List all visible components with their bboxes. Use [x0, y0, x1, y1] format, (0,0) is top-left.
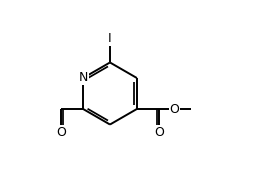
Text: O: O — [154, 126, 164, 139]
Text: I: I — [108, 32, 112, 45]
Text: N: N — [78, 72, 88, 85]
Text: O: O — [169, 103, 179, 116]
Text: O: O — [56, 126, 66, 139]
